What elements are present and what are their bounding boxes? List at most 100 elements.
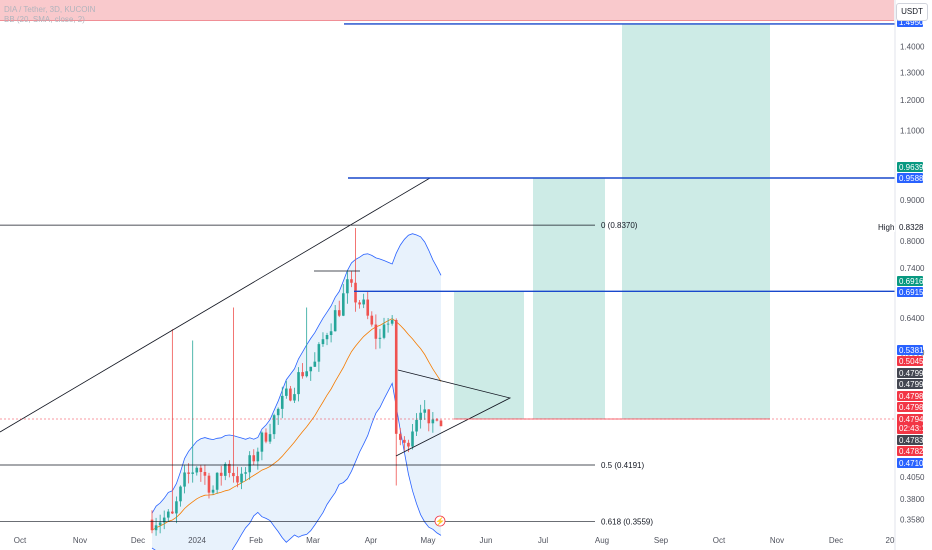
high-tag bbox=[876, 221, 895, 232]
target-zone bbox=[454, 291, 524, 419]
candle-body bbox=[195, 467, 199, 473]
y-axis: 1.4000 1.3000 1.2000 1.1000 0.9000 0.8000 0.74… bbox=[894, 0, 925, 550]
price-tag bbox=[897, 391, 923, 401]
candle-body bbox=[162, 517, 166, 523]
candle-body bbox=[179, 486, 182, 502]
candle-body bbox=[215, 472, 219, 490]
triangle-pattern bbox=[395, 369, 512, 457]
candle-body bbox=[166, 511, 170, 518]
bb-basis bbox=[151, 318, 442, 531]
price-tag-label: 0.8328 bbox=[899, 223, 924, 232]
candle-body bbox=[260, 432, 264, 452]
x-tick-label: Dec bbox=[829, 536, 843, 545]
candle-body bbox=[191, 472, 195, 474]
price-tag-label: 0.4710 bbox=[899, 459, 924, 468]
x-tick-label: Apr bbox=[365, 536, 378, 545]
y-tick-label: 1.1000 bbox=[900, 126, 925, 135]
candle-body bbox=[431, 419, 435, 424]
y-tick-label: 0.3580 bbox=[900, 516, 925, 525]
alert-banner bbox=[0, 0, 894, 21]
price-tag bbox=[897, 173, 923, 183]
candle-body bbox=[285, 388, 288, 396]
drawings bbox=[0, 177, 895, 457]
y-tick-label: 0.7400 bbox=[900, 264, 925, 273]
candle-body bbox=[398, 433, 402, 440]
candle-body bbox=[264, 432, 268, 442]
price-tag bbox=[897, 287, 923, 297]
candle-body bbox=[207, 475, 211, 493]
candle-body bbox=[248, 455, 251, 473]
candle-body bbox=[419, 412, 422, 420]
candle-body bbox=[175, 501, 178, 514]
high-label: High bbox=[878, 223, 894, 232]
candle-body bbox=[297, 372, 300, 395]
candles bbox=[150, 228, 443, 536]
x-tick-label: Aug bbox=[595, 536, 609, 545]
candle-body bbox=[256, 451, 260, 462]
candle-body bbox=[293, 394, 296, 401]
trend-line bbox=[0, 177, 431, 433]
candle-body bbox=[407, 442, 410, 447]
price-tag-label: 0.9639 bbox=[899, 163, 924, 172]
candle-body bbox=[183, 472, 186, 487]
candle-body bbox=[272, 415, 276, 435]
x-tick-label: Jun bbox=[480, 536, 493, 545]
candle-body bbox=[158, 522, 162, 526]
symbol-title: DIA / Tether, 3D, KUCOIN bbox=[4, 5, 96, 14]
y-tick-label: 0.4050 bbox=[900, 473, 925, 482]
x-tick-label: Feb bbox=[249, 536, 263, 545]
candle-body bbox=[439, 420, 443, 427]
candle-body bbox=[337, 310, 341, 316]
candle-body bbox=[333, 310, 337, 332]
candle-body bbox=[386, 323, 390, 325]
price-tag-label: 0.4798 bbox=[899, 403, 924, 412]
candle-body bbox=[370, 315, 374, 325]
price-tag-label: 0.4799 bbox=[899, 369, 924, 378]
x-axis: Oct Nov Dec 2024 Feb Mar Apr May Jun Jul Aug Sep Oct… bbox=[14, 515, 895, 545]
candle-body bbox=[354, 282, 357, 303]
fib-label: 0.618 (0.3559) bbox=[601, 518, 653, 527]
candle-body bbox=[223, 463, 227, 476]
fib-label: 0.5 (0.4191) bbox=[601, 461, 644, 470]
candle-body bbox=[382, 324, 386, 338]
bb-lower bbox=[151, 382, 442, 550]
candle-body bbox=[309, 366, 313, 372]
y-tick-label: 0.6400 bbox=[900, 314, 925, 323]
x-tick-label: Sep bbox=[654, 536, 669, 545]
price-tag bbox=[897, 402, 923, 412]
price-tag-label: 1.4950 bbox=[899, 18, 924, 27]
price-tag-label: 0.4783 bbox=[899, 436, 924, 445]
price-tag bbox=[897, 368, 923, 378]
price-tag bbox=[897, 458, 923, 468]
bb-upper bbox=[151, 233, 442, 514]
candle-body bbox=[390, 320, 394, 324]
indicator-title: BB (20, SMA, close, 2) bbox=[4, 15, 85, 24]
candle-body bbox=[187, 472, 190, 474]
candle-body bbox=[301, 372, 304, 377]
currency-button[interactable]: USDT bbox=[896, 3, 928, 21]
price-tag-label: 0.6915 bbox=[899, 288, 924, 297]
candle-body bbox=[203, 471, 207, 476]
candle-body bbox=[219, 472, 223, 476]
price-tag bbox=[897, 379, 923, 389]
candle-body bbox=[280, 395, 284, 409]
x-tick-label: Oct bbox=[713, 536, 726, 545]
candle-body bbox=[252, 455, 256, 462]
price-tag-label: 0.9588 bbox=[899, 174, 924, 183]
candle-body bbox=[423, 409, 427, 413]
x-tick-label: Oct bbox=[14, 536, 27, 545]
candle-body bbox=[403, 439, 406, 443]
x-tick-label: Dec bbox=[131, 536, 145, 545]
candle-body bbox=[317, 344, 321, 362]
lightning-icon: ⚡ bbox=[435, 516, 445, 526]
price-tag-label: 0.4798 bbox=[899, 392, 924, 401]
x-tick-label: Nov bbox=[73, 536, 87, 545]
y-tick-label: 0.3800 bbox=[900, 495, 925, 504]
price-tag bbox=[897, 435, 923, 445]
price-tag bbox=[897, 446, 923, 456]
price-tag-label: 0.5045 bbox=[899, 357, 924, 366]
candle-body bbox=[276, 408, 280, 416]
bollinger-bands bbox=[151, 233, 442, 550]
candle-body bbox=[411, 431, 414, 447]
